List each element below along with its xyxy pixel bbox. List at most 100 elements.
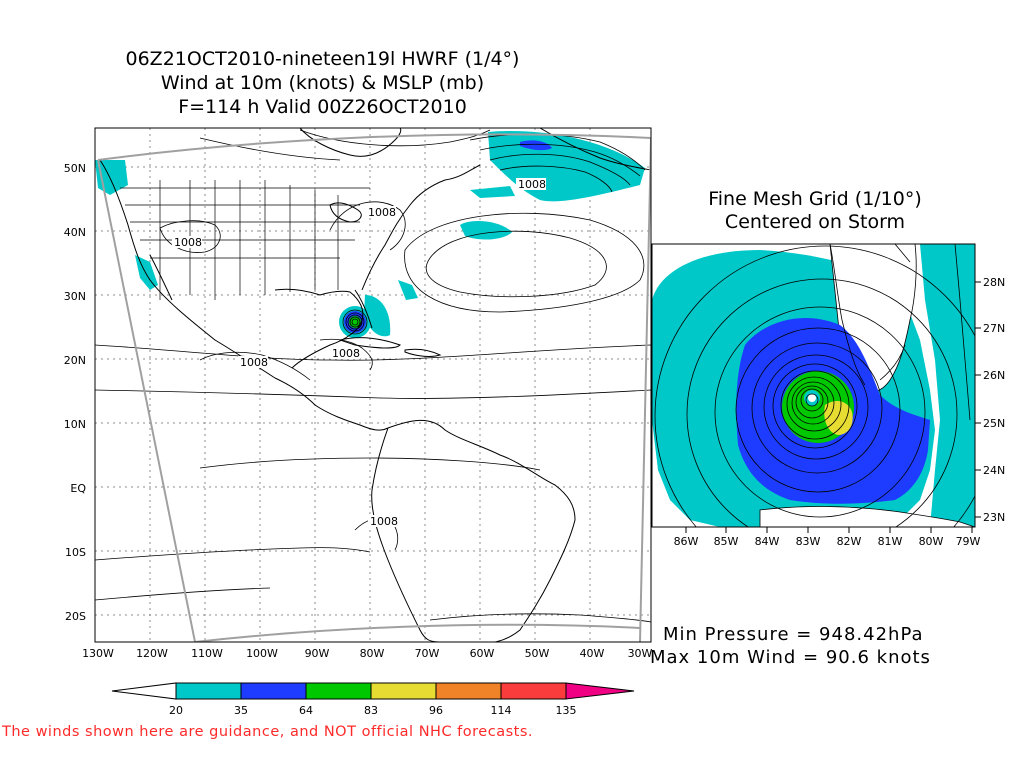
lat-label: 20S (65, 610, 86, 623)
lat-label: 50N (64, 162, 86, 175)
inset-lat-labels: 28N 27N 26N 25N 24N 23N (983, 276, 1005, 524)
lat-label: 20N (64, 354, 86, 367)
lat-label: 25N (983, 417, 1005, 430)
legend-swatch-35 (240, 682, 307, 700)
main-isobar-labels: 1008 1008 1008 1008 1008 1008 (172, 178, 546, 528)
wind-area-bermuda (398, 280, 418, 300)
hurricane-isobar-3 (347, 314, 363, 330)
coast-north-america-west (99, 159, 276, 379)
wind-area-bahamas (364, 295, 391, 337)
inset-map: 86W 85W 84W 83W 82W 81W 80W 79W 28N 27N … (651, 243, 1005, 548)
legend-swatch-114 (500, 682, 567, 700)
lon-label: 70W (415, 647, 440, 660)
isobar-label: 1008 (370, 515, 398, 528)
isobar-tropics-1 (95, 344, 651, 361)
lon-label: 79W (956, 535, 981, 548)
chart-subtitle: Wind at 10m (knots) & MSLP (mb) (160, 72, 485, 94)
isobar-caribbean-1008 (319, 338, 373, 371)
lat-label: 28N (983, 276, 1005, 289)
legend-swatch-20 (175, 682, 242, 700)
lon-label: 80W (919, 535, 944, 548)
legend-arrow-high (565, 682, 635, 700)
isobar-atlantic-high-inner (425, 230, 607, 298)
wind-core-north-atlantic (520, 140, 552, 151)
legend-swatch-83 (370, 682, 437, 700)
forecast-valid-time: F=114 h Valid 00Z26OCT2010 (178, 96, 467, 118)
hurricane-isobar-4 (345, 312, 365, 332)
isobar-mexico-1008 (199, 351, 311, 381)
lon-label: 83W (796, 535, 821, 548)
coast-us-east (361, 164, 481, 291)
lon-label: 82W (837, 535, 862, 548)
lat-label: EQ (70, 482, 86, 495)
isobar-label: 1008 (174, 236, 202, 249)
legend-swatch-64 (305, 682, 372, 700)
isobar-southern-2 (95, 587, 271, 601)
inset-title: Fine Mesh Grid (1/10°) (708, 188, 922, 210)
hurricane-isobar-2 (349, 316, 361, 328)
disclaimer-text: The winds shown here are guidance, and N… (2, 724, 533, 740)
hurricane-isobar-5 (342, 309, 368, 335)
legend-label: 64 (299, 704, 313, 717)
isobar-north-atlantic-4 (499, 165, 613, 193)
wind-area-baja (135, 255, 158, 290)
lat-label: 24N (983, 464, 1005, 477)
lon-label: 110W (191, 647, 223, 660)
lon-label: 30W (628, 647, 653, 660)
isobar-arctic-2 (199, 137, 341, 161)
main-state-borders (120, 180, 370, 300)
legend-label: 20 (169, 704, 183, 717)
inset-eye (808, 394, 816, 402)
lon-label: 100W (246, 647, 278, 660)
lat-label: 23N (983, 511, 1005, 524)
lon-label: 81W (878, 535, 903, 548)
lon-label: 85W (714, 535, 739, 548)
legend-label: 83 (364, 704, 378, 717)
coast-great-lakes (329, 202, 362, 223)
inset-wind-83kt (824, 400, 853, 435)
inset-coastlines (829, 244, 971, 421)
lat-label: 40N (64, 226, 86, 239)
inset-isobars (654, 245, 975, 527)
main-map: 1008 1008 1008 1008 1008 1008 130W 120W … (64, 127, 653, 660)
isobar-great-lakes (329, 201, 406, 251)
isobar-north-atlantic-2 (479, 143, 641, 177)
model-domain-boundary (97, 133, 651, 642)
coast-florida (354, 289, 373, 329)
isobar-arctic-1 (299, 129, 491, 147)
inset-tick-marks (685, 281, 981, 533)
inset-land-cuba (759, 506, 975, 527)
legend-label: 114 (491, 704, 512, 717)
max-wind-readout: Max 10m Wind = 90.6 knots (650, 647, 931, 668)
coast-hispaniola (404, 348, 442, 357)
main-map-frame (94, 127, 652, 643)
isobar-label: 1008 (332, 347, 360, 360)
isobar-label: 1008 (518, 178, 546, 191)
legend-label: 35 (234, 704, 248, 717)
coast-hudson (299, 128, 402, 157)
coast-baja (149, 254, 173, 301)
legend-label: 135 (556, 704, 577, 717)
lon-label: 90W (305, 647, 330, 660)
main-lat-labels: 50N 40N 30N 20N 10N EQ 10S 20S (64, 162, 87, 623)
lat-label: 10N (64, 418, 86, 431)
lat-label: 26N (983, 369, 1005, 382)
isobar-southern-1 (95, 547, 371, 561)
isobar-equator (199, 457, 541, 471)
isobar-southern-3 (429, 613, 651, 623)
coast-central-america (274, 377, 389, 431)
lon-label: 120W (136, 647, 168, 660)
legend-swatch-96 (435, 682, 502, 700)
legend-arrow-low (111, 682, 177, 700)
isobar-label: 1008 (240, 356, 268, 369)
lon-label: 130W (82, 647, 114, 660)
chart-title: 06Z21OCT2010-nineteen19l HWRF (1/4°) (125, 48, 520, 70)
lat-label: 27N (983, 322, 1005, 335)
lon-label: 84W (755, 535, 780, 548)
inset-lon-labels: 86W 85W 84W 83W 82W 81W 80W 79W (674, 535, 981, 548)
main-isobars (95, 129, 651, 623)
wind-area-newfoundland (470, 186, 515, 198)
isobar-tropics-2 (95, 389, 651, 399)
coast-greenland (539, 128, 651, 171)
